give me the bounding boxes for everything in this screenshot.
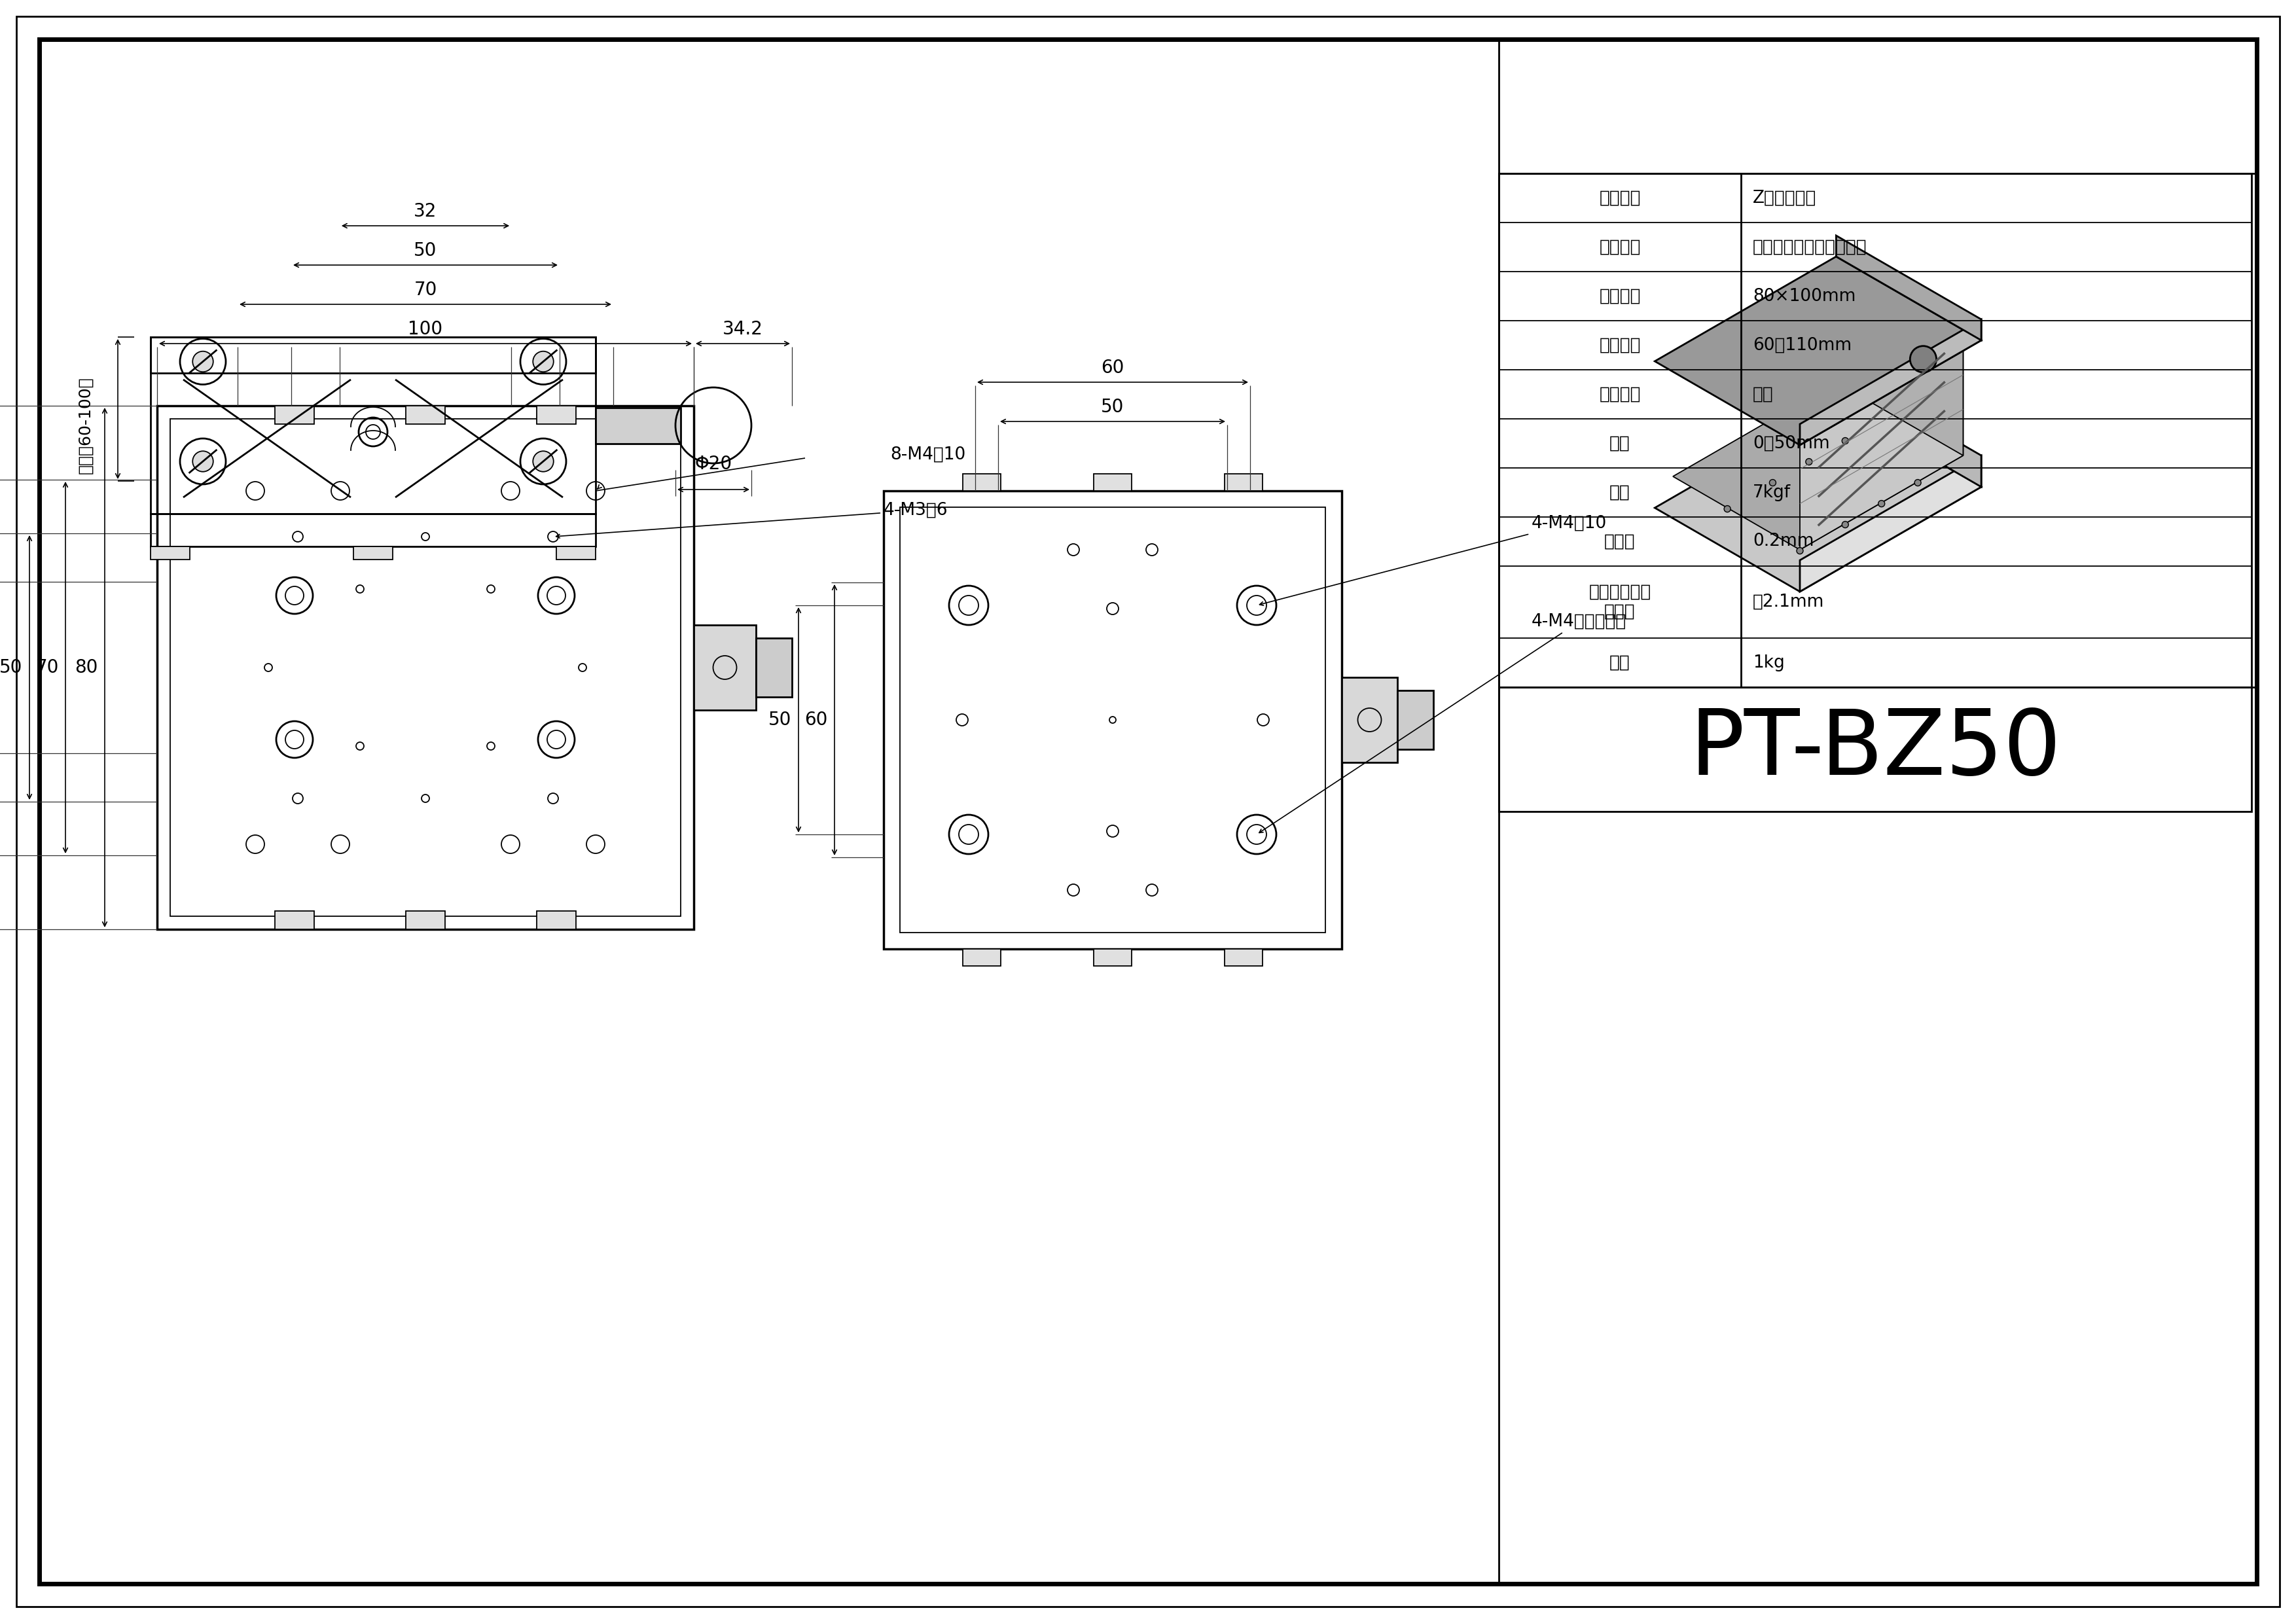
Bar <box>156 406 693 930</box>
Bar <box>1224 949 1263 966</box>
Polygon shape <box>1800 341 1963 550</box>
Circle shape <box>1841 438 1848 445</box>
Bar <box>900 506 1325 933</box>
Text: 主体材质: 主体材质 <box>1598 239 1642 255</box>
Bar <box>595 407 680 443</box>
Polygon shape <box>1837 268 1963 456</box>
Text: 螺杆: 螺杆 <box>1752 386 1773 403</box>
Circle shape <box>533 351 553 372</box>
Text: 台面厚度: 台面厚度 <box>1598 336 1642 354</box>
Bar <box>152 547 191 560</box>
Circle shape <box>1841 521 1848 527</box>
Bar <box>152 514 595 547</box>
Text: 4-M4螺丝用沉孔: 4-M4螺丝用沉孔 <box>1258 613 1626 833</box>
Text: 0～50mm: 0～50mm <box>1752 435 1830 451</box>
Circle shape <box>1878 500 1885 506</box>
Text: 7kgf: 7kgf <box>1752 484 1791 502</box>
Text: 32: 32 <box>413 203 436 221</box>
Bar <box>537 406 576 424</box>
Circle shape <box>1724 506 1731 513</box>
Bar <box>276 406 315 424</box>
Text: 8-M4深10: 8-M4深10 <box>891 446 967 463</box>
Text: 负载: 负载 <box>1609 484 1630 502</box>
Text: 80: 80 <box>76 659 99 677</box>
Text: 60: 60 <box>1102 359 1125 377</box>
Text: 100: 100 <box>409 320 443 338</box>
Text: （高度60-100）: （高度60-100） <box>78 377 92 474</box>
Text: 70: 70 <box>34 659 60 677</box>
Text: 50: 50 <box>769 711 792 729</box>
Text: 80×100mm: 80×100mm <box>1752 287 1855 305</box>
Bar <box>962 949 1001 966</box>
Polygon shape <box>1837 372 1981 487</box>
Bar <box>884 490 1341 949</box>
Text: 50: 50 <box>413 242 436 260</box>
Text: 移动方向: 移动方向 <box>1598 190 1642 206</box>
Bar <box>755 638 792 696</box>
Bar <box>1093 474 1132 490</box>
Bar <box>354 547 393 560</box>
Text: 4-M3深6: 4-M3深6 <box>556 502 948 537</box>
Polygon shape <box>1800 320 1981 445</box>
Text: 34.2: 34.2 <box>723 320 762 338</box>
Polygon shape <box>1674 381 1963 550</box>
Text: PT-BZ50: PT-BZ50 <box>1690 704 2062 794</box>
Circle shape <box>1805 458 1812 466</box>
Circle shape <box>1910 346 1936 372</box>
Text: 50: 50 <box>0 659 23 677</box>
Text: 0.2mm: 0.2mm <box>1752 532 1814 550</box>
Text: 重量: 重量 <box>1609 654 1630 672</box>
Polygon shape <box>1655 403 1981 592</box>
Text: 驱动方式: 驱动方式 <box>1598 386 1642 403</box>
Text: 50: 50 <box>1102 398 1125 415</box>
Text: 平行度: 平行度 <box>1605 532 1635 550</box>
Circle shape <box>1770 479 1775 485</box>
Text: 60～110mm: 60～110mm <box>1752 336 1851 354</box>
Text: Φ20: Φ20 <box>696 454 732 474</box>
Bar <box>152 338 595 514</box>
Bar <box>1499 687 2252 812</box>
Text: 70: 70 <box>413 281 436 299</box>
Bar <box>693 625 755 711</box>
Bar <box>1499 174 2252 687</box>
Bar <box>276 911 315 930</box>
Polygon shape <box>1800 456 1981 592</box>
Bar <box>556 547 595 560</box>
Circle shape <box>1915 479 1922 485</box>
Text: Z轴一个方向: Z轴一个方向 <box>1752 190 1816 206</box>
Bar <box>406 911 445 930</box>
Bar <box>962 474 1001 490</box>
Bar <box>1398 690 1433 750</box>
Bar <box>170 419 680 917</box>
Bar <box>152 338 595 373</box>
Text: 约2.1mm: 约2.1mm <box>1752 594 1825 610</box>
Text: 1kg: 1kg <box>1752 654 1784 672</box>
Bar <box>1093 949 1132 966</box>
Bar <box>537 911 576 930</box>
Bar <box>1224 474 1263 490</box>
Text: 行程: 行程 <box>1609 435 1630 451</box>
Circle shape <box>193 351 214 372</box>
Text: 台面大小: 台面大小 <box>1598 287 1642 305</box>
Circle shape <box>533 451 553 472</box>
Text: 4-M4深10: 4-M4深10 <box>1261 514 1607 605</box>
Circle shape <box>193 451 214 472</box>
Polygon shape <box>1837 235 1981 341</box>
Polygon shape <box>1655 256 1981 445</box>
Text: 铝合金（黑色阳极氧化）: 铝合金（黑色阳极氧化） <box>1752 239 1867 255</box>
Bar <box>406 406 445 424</box>
Circle shape <box>1795 547 1802 553</box>
Bar <box>1341 677 1398 763</box>
Text: 60: 60 <box>804 711 829 729</box>
Text: 把手回旋一圈
移动量: 把手回旋一圈 移动量 <box>1589 584 1651 620</box>
